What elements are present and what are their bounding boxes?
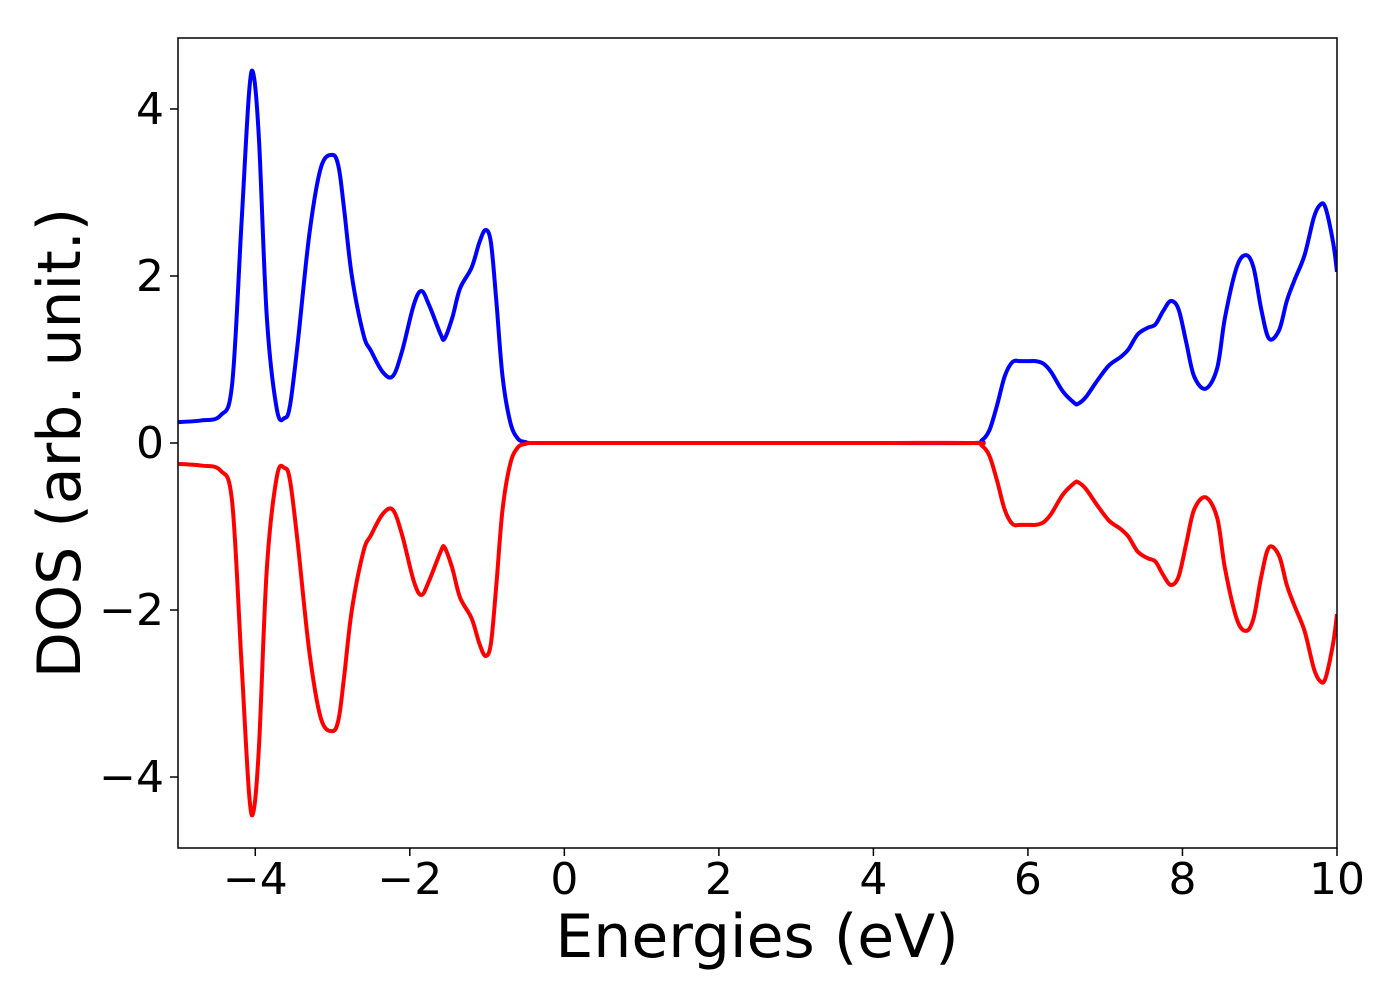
x-tick-label: 2 — [705, 854, 733, 905]
y-tick-label: 2 — [136, 251, 164, 302]
series-line-down — [178, 440, 1337, 818]
y-tick-label: 0 — [136, 418, 164, 469]
x-tick-label: 10 — [1309, 854, 1365, 905]
y-tick-label: −4 — [99, 752, 164, 803]
y-tick-label: 4 — [136, 84, 164, 135]
x-axis-label: Energies (eV) — [555, 902, 958, 972]
x-tick-label: 8 — [1168, 854, 1196, 905]
y-axis-ticks: −4 −2 0 2 4 — [99, 84, 178, 803]
y-axis-label: DOS (arb. unit.) — [25, 208, 95, 678]
y-tick-label: −2 — [99, 585, 164, 636]
x-tick-label: 4 — [859, 854, 887, 905]
x-tick-label: −4 — [223, 854, 288, 905]
x-tick-label: 6 — [1014, 854, 1042, 905]
x-tick-label: −2 — [377, 854, 442, 905]
x-axis-ticks: −4 −2 0 2 4 6 8 10 — [223, 848, 1365, 905]
series-layer — [178, 68, 1337, 818]
x-tick-label: 0 — [550, 854, 578, 905]
